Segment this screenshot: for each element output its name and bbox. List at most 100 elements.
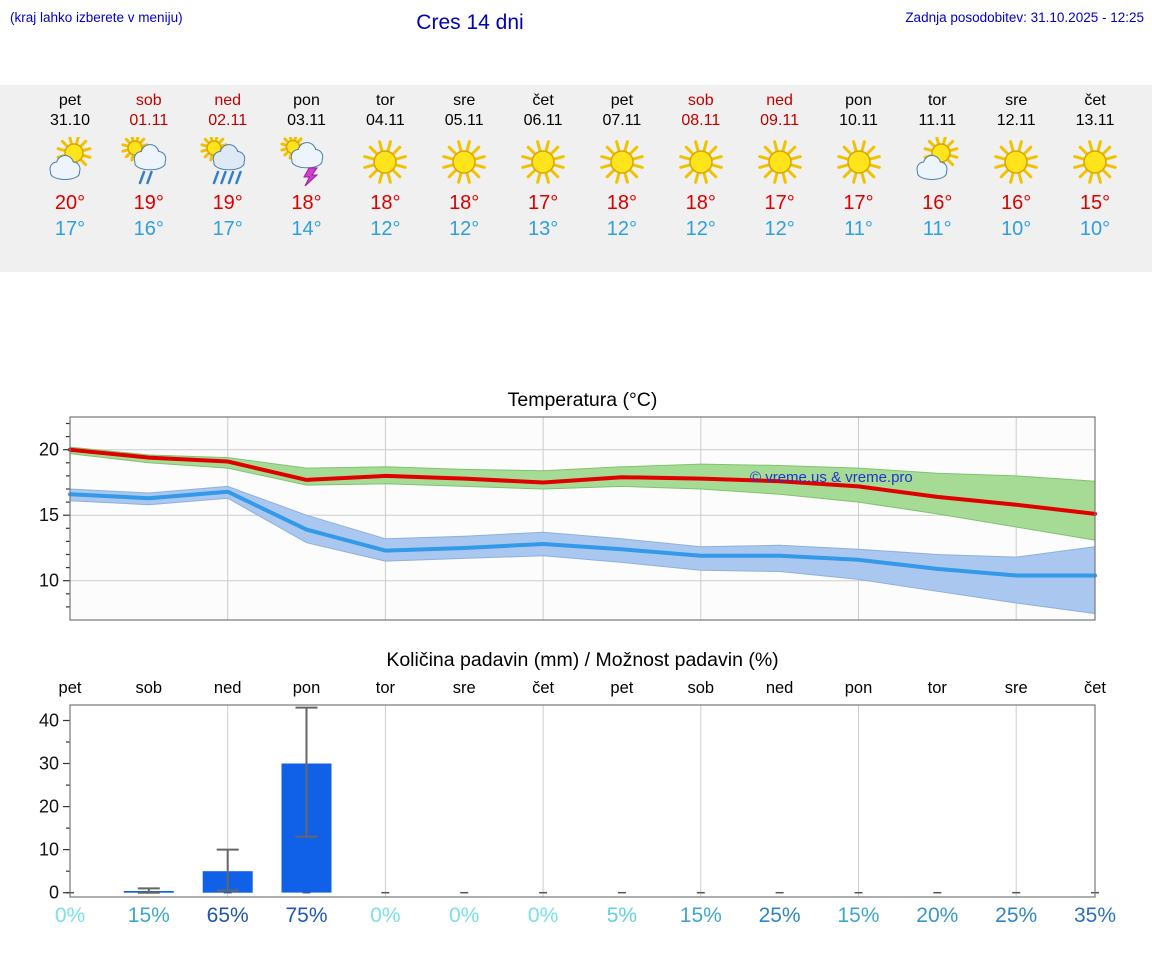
temp-y-tick: 20 xyxy=(39,440,59,460)
precip-day-label: pet xyxy=(59,679,82,697)
day-name: sre xyxy=(1005,92,1028,109)
low-temp: 10° xyxy=(1079,218,1111,240)
high-temp: 18° xyxy=(606,192,638,214)
max-temperature-line xyxy=(68,447,1097,516)
precip-day-label: pon xyxy=(845,679,873,697)
low-temp: 12° xyxy=(685,218,716,240)
forecast-day: sre 05.11 18° 12° xyxy=(423,91,505,241)
high-temp: 19° xyxy=(212,192,243,214)
day-name: pet xyxy=(58,92,82,109)
page-title: Cres 14 dni xyxy=(416,11,524,34)
high-temp: 17° xyxy=(843,192,874,214)
sunny-icon xyxy=(600,140,644,184)
precip-probability: 65% xyxy=(207,904,249,927)
high-temp: 18° xyxy=(685,192,716,214)
forecast-day: sob 01.11 19° 16° xyxy=(108,91,190,241)
day-date: 09.11 xyxy=(760,112,800,129)
precip-probability: 15% xyxy=(680,904,722,927)
day-name: tor xyxy=(927,92,947,109)
day-name: ned xyxy=(766,92,793,109)
precip-y-tick: 30 xyxy=(39,754,59,774)
precip-day-label: tor xyxy=(928,679,948,697)
low-temp: 12° xyxy=(449,218,480,240)
day-date: 12.11 xyxy=(996,112,1036,129)
low-temp: 13° xyxy=(527,218,559,240)
precip-day-label: tor xyxy=(376,679,396,697)
forecast-day: čet 06.11 17° 13° xyxy=(502,91,584,241)
precip-day-label: sob xyxy=(687,679,714,697)
precip-probability: 0% xyxy=(449,904,479,927)
temperature-chart-title: Temperatura (°C) xyxy=(507,389,658,411)
precip-probability: 75% xyxy=(285,904,327,927)
sunny-icon xyxy=(521,140,565,184)
precip-probability: 25% xyxy=(995,904,1037,927)
day-name: čet xyxy=(532,92,554,109)
forecast-day: sob 08.11 18° 12° xyxy=(660,91,742,241)
day-date: 08.11 xyxy=(681,112,721,129)
precip-probability: 0% xyxy=(370,904,400,927)
sunny-icon xyxy=(994,140,1038,184)
temperature-chart: © vreme.us & vreme.pro 10 15 20 xyxy=(39,416,1097,621)
high-temp: 17° xyxy=(764,192,795,214)
precip-day-label: čet xyxy=(1084,679,1106,697)
precip-y-tick: 20 xyxy=(39,797,59,817)
watermark: © vreme.us & vreme.pro xyxy=(750,469,913,486)
day-date: 13.11 xyxy=(1075,112,1115,129)
day-name: sob xyxy=(135,92,162,109)
precip-day-label: čet xyxy=(532,679,554,697)
precipitation-chart-title: Količina padavin (mm) / Možnost padavin … xyxy=(386,649,779,671)
forecast-day: sre 12.11 16° 10° xyxy=(975,91,1057,241)
precip-day-label: sre xyxy=(453,679,476,697)
day-date: 07.11 xyxy=(602,112,642,129)
high-temp: 18° xyxy=(370,192,401,214)
low-temp: 14° xyxy=(291,218,322,240)
low-temp: 12° xyxy=(606,218,638,240)
sunny-icon xyxy=(836,140,881,184)
low-temp: 17° xyxy=(212,218,243,240)
day-name: pon xyxy=(845,92,872,109)
forecast-strip: pet 31.10 20° 17° sob 01.11 19° 16° ned 02.11 19° 1… xyxy=(0,85,1152,272)
min-temperature-line xyxy=(68,489,1097,578)
last-update: Zadnja posodobitev: 31.10.2025 - 12:25 xyxy=(905,10,1144,25)
day-date: 10.11 xyxy=(839,112,878,129)
day-date: 11.11 xyxy=(918,112,957,129)
precip-day-label: pon xyxy=(293,679,321,697)
low-temp: 12° xyxy=(764,218,795,240)
forecast-day: tor 04.11 18° 12° xyxy=(344,91,426,241)
precip-day-label: sob xyxy=(135,679,162,697)
day-date: 04.11 xyxy=(365,112,405,129)
day-name: sre xyxy=(453,92,476,109)
low-temp: 16° xyxy=(133,218,164,240)
thunderstorm-icon xyxy=(279,137,323,187)
temp-y-tick: 15 xyxy=(39,505,59,525)
day-date: 31.10 xyxy=(49,112,91,129)
high-temp: 15° xyxy=(1079,192,1111,214)
sunny-icon xyxy=(363,140,408,184)
precip-probability: 15% xyxy=(128,904,170,927)
low-temp: 10° xyxy=(1001,218,1032,240)
day-date: 03.11 xyxy=(287,112,326,129)
low-temp: 12° xyxy=(370,218,401,240)
precip-probability: 0% xyxy=(528,904,558,927)
precip-day-label: ned xyxy=(214,679,242,697)
sunny-icon xyxy=(442,140,486,184)
partly-cloudy-icon xyxy=(916,137,959,180)
day-name: sob xyxy=(687,92,714,109)
precipitation-chart: pet sob ned pon tor sre čet pet sob ned pon tor sre č… xyxy=(39,679,1116,927)
forecast-day: tor 11.11 16° 11° xyxy=(896,91,978,241)
high-temp: 19° xyxy=(133,192,164,214)
high-temp: 17° xyxy=(527,192,559,214)
precip-y-tick: 0 xyxy=(49,883,59,903)
partly-cloudy-icon xyxy=(49,137,92,180)
precip-day-label: sre xyxy=(1005,679,1028,697)
high-temp: 20° xyxy=(54,192,86,214)
forecast-day: čet 13.11 15° 10° xyxy=(1054,91,1136,241)
forecast-day: ned 02.11 19° 17° xyxy=(187,91,269,241)
day-date: 02.11 xyxy=(208,112,248,129)
day-date: 01.11 xyxy=(129,112,169,129)
high-temp: 18° xyxy=(291,192,322,214)
day-name: pet xyxy=(610,92,634,109)
precip-day-label: pet xyxy=(610,679,633,697)
low-temp: 17° xyxy=(54,218,86,240)
precip-probability: 15% xyxy=(837,904,879,927)
